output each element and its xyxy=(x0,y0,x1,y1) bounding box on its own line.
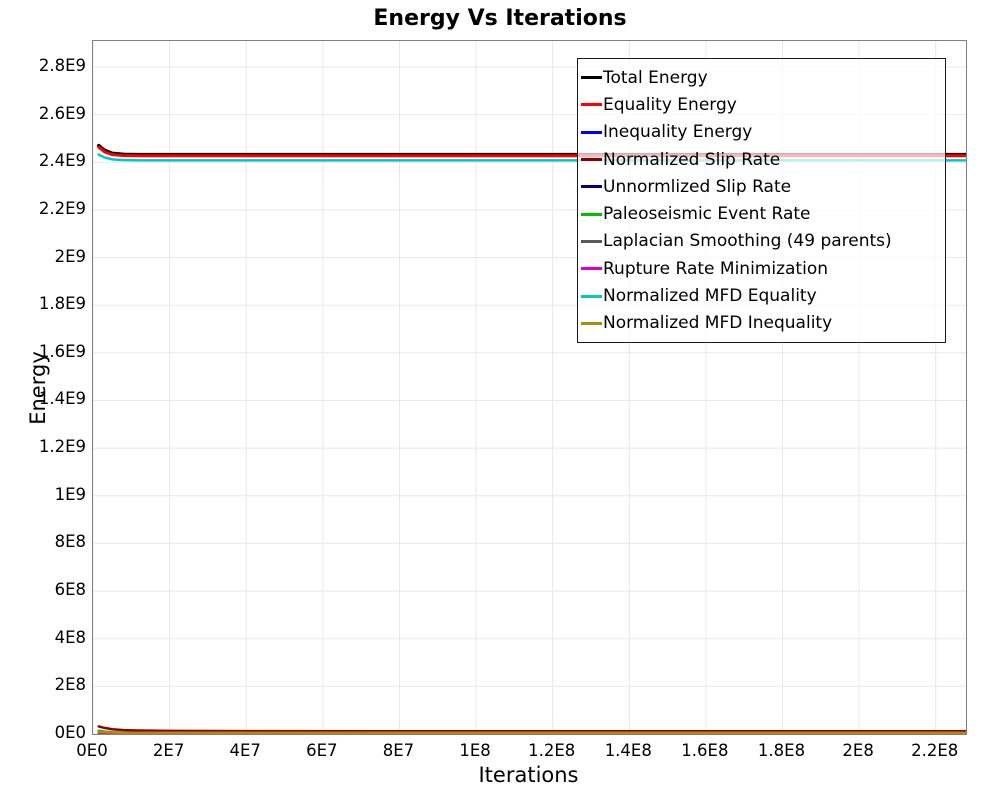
legend-item: Equality Energy xyxy=(581,91,945,118)
y-tick-label: 4E8 xyxy=(54,627,86,647)
y-tick-label: 1.6E9 xyxy=(38,341,86,361)
y-tick-label: 2E9 xyxy=(54,246,86,266)
x-tick-label: 2.2E8 xyxy=(911,741,959,760)
legend-item: Normalized Slip Rate xyxy=(581,146,945,173)
legend-line-swatch xyxy=(581,212,602,216)
y-tick-label: 2.6E9 xyxy=(38,103,86,123)
legend-label: Inequality Energy xyxy=(603,122,753,143)
y-tick-label: 6E8 xyxy=(54,580,86,600)
legend-line-swatch xyxy=(581,267,602,271)
legend-item: Normalized MFD Equality xyxy=(581,282,945,309)
legend-item: Unnormlized Slip Rate xyxy=(581,173,945,200)
x-tick-label: 2E8 xyxy=(842,741,874,760)
y-tick-label: 2.8E9 xyxy=(38,55,86,75)
y-tick-label: 1.8E9 xyxy=(38,294,86,314)
legend-line-swatch xyxy=(581,130,602,134)
legend-label: Total Energy xyxy=(603,67,708,88)
y-axis-title: Energy xyxy=(26,351,50,425)
legend-label: Equality Energy xyxy=(603,94,737,115)
y-tick-label: 1.4E9 xyxy=(38,389,86,409)
legend-line-swatch xyxy=(581,239,602,243)
x-tick-label: 1.2E8 xyxy=(528,741,576,760)
legend-line-swatch xyxy=(581,158,602,162)
x-tick-label: 1.4E8 xyxy=(604,741,652,760)
series-line xyxy=(97,730,966,734)
series-line xyxy=(97,153,966,162)
x-axis-title: Iterations xyxy=(478,763,579,787)
legend-line-swatch xyxy=(581,294,602,298)
y-tick-label: 2.2E9 xyxy=(38,198,86,218)
x-tick-label: 1.6E8 xyxy=(681,741,729,760)
x-tick-label: 6E7 xyxy=(306,741,338,760)
x-tick-label: 2E7 xyxy=(152,741,185,760)
legend-line-swatch xyxy=(581,76,602,80)
x-tick-label: 8E7 xyxy=(382,741,415,760)
legend-item: Total Energy xyxy=(581,64,945,91)
legend-label: Rupture Rate Minimization xyxy=(603,258,828,279)
legend-item: Paleoseismic Event Rate xyxy=(581,200,945,227)
legend-label: Normalized Slip Rate xyxy=(603,149,781,170)
legend-item: Inequality Energy xyxy=(581,119,945,146)
y-tick-label: 2.4E9 xyxy=(38,151,86,171)
legend-line-swatch xyxy=(581,103,602,107)
series-line xyxy=(97,145,966,158)
y-tick-label: 1E9 xyxy=(54,484,86,504)
legend-item: Rupture Rate Minimization xyxy=(581,255,945,282)
plot-area: Total Energy Equality Energy Inequality En… xyxy=(92,40,967,735)
legend-label: Paleoseismic Event Rate xyxy=(603,204,811,225)
legend-label: Normalized MFD Inequality xyxy=(603,313,833,334)
legend-line-swatch xyxy=(581,321,602,325)
x-tick-label: 1E8 xyxy=(459,741,491,760)
y-tick-label: 2E8 xyxy=(54,675,86,695)
y-tick-label: 8E8 xyxy=(54,532,86,552)
x-tick-label: 0E0 xyxy=(76,741,108,760)
y-tick-label: 1.2E9 xyxy=(38,437,86,457)
legend-item: Laplacian Smoothing (49 parents) xyxy=(581,228,945,255)
legend-item: Normalized MFD Inequality xyxy=(581,310,945,337)
x-tick-label: 1.8E8 xyxy=(757,741,806,760)
series-line xyxy=(97,725,966,733)
legend-label: Unnormlized Slip Rate xyxy=(603,176,792,197)
legend: Total Energy Equality Energy Inequality En… xyxy=(577,58,946,343)
legend-line-swatch xyxy=(581,185,602,189)
chart-title: Energy Vs Iterations xyxy=(373,6,627,31)
y-tick-label: 0E0 xyxy=(54,723,86,742)
legend-label: Laplacian Smoothing (49 parents) xyxy=(603,231,892,252)
x-tick-label: 4E7 xyxy=(229,741,261,760)
legend-label: Normalized MFD Equality xyxy=(603,286,817,307)
